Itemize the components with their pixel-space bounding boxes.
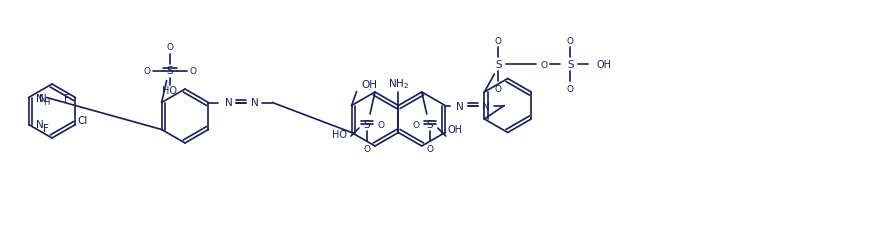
Text: N: N xyxy=(36,120,44,130)
Text: F: F xyxy=(43,123,49,134)
Text: O: O xyxy=(143,67,150,76)
Text: O: O xyxy=(567,36,574,45)
Text: O: O xyxy=(426,144,433,153)
Text: O: O xyxy=(189,67,196,76)
Text: S: S xyxy=(426,120,433,129)
Text: S: S xyxy=(495,60,502,70)
Text: O: O xyxy=(166,43,174,52)
Text: HO: HO xyxy=(162,86,177,96)
Text: S: S xyxy=(166,66,173,76)
Text: OH: OH xyxy=(448,124,463,134)
Text: O: O xyxy=(363,144,370,153)
Text: O: O xyxy=(377,120,384,129)
Text: HO: HO xyxy=(332,129,347,139)
Text: N: N xyxy=(224,98,232,108)
Text: OH: OH xyxy=(596,60,611,70)
Text: O: O xyxy=(567,84,574,93)
Text: N: N xyxy=(39,93,46,103)
Text: O: O xyxy=(541,60,548,69)
Text: S: S xyxy=(567,60,574,70)
Text: OH: OH xyxy=(361,79,377,89)
Text: NH$_2$: NH$_2$ xyxy=(388,77,409,91)
Text: O: O xyxy=(495,84,502,93)
Text: Cl: Cl xyxy=(77,115,88,125)
Text: N: N xyxy=(482,101,490,111)
Text: N: N xyxy=(36,93,44,103)
Text: H: H xyxy=(44,98,50,106)
Text: S: S xyxy=(364,120,370,129)
Text: N: N xyxy=(250,98,258,108)
Text: F: F xyxy=(64,93,70,103)
Text: O: O xyxy=(412,120,419,129)
Text: N: N xyxy=(457,101,464,111)
Text: O: O xyxy=(495,36,502,45)
